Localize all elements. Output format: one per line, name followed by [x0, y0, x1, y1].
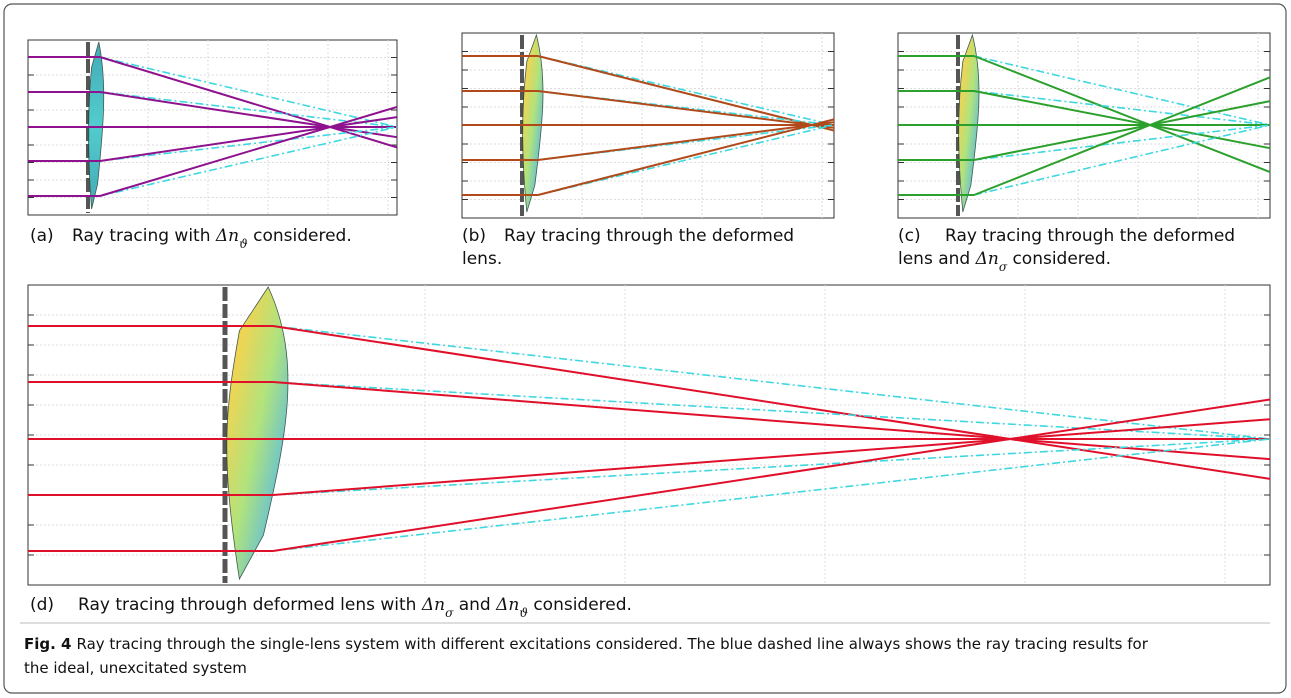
panel: (d) Ray tracing through deformed lens wit…	[28, 285, 1270, 620]
math-symbol: Δn	[215, 226, 239, 246]
panel-caption: Ray tracing through deformed lens with Δ…	[78, 595, 632, 620]
math-symbol: Δn	[421, 595, 445, 615]
panel-label: (d)	[30, 595, 54, 615]
panel-caption: Ray tracing with Δnϑ considered.	[72, 226, 352, 251]
panel-caption: Ray tracing through the deformed	[945, 226, 1235, 246]
caption-text: considered.	[528, 595, 632, 615]
caption-text: Ray tracing through the deformed	[945, 226, 1235, 246]
caption-text: Ray tracing through the deformed	[504, 226, 794, 246]
panel-label: (a)	[30, 226, 54, 246]
figure-caption-line: Fig. 4 Ray tracing through the single-len…	[24, 635, 1149, 653]
panel-caption: lens and Δnσ considered.	[898, 249, 1111, 274]
figure-caption-line: the ideal, unexcitated system	[24, 659, 247, 677]
figure-caption: Fig. 4 Ray tracing through the single-len…	[24, 635, 1149, 677]
caption-text: and	[453, 595, 496, 615]
panel-caption: lens.	[462, 249, 502, 269]
figure-caption-text: Ray tracing through the single-lens syst…	[76, 635, 1148, 653]
caption-text: lens.	[462, 249, 502, 269]
math-symbol: Δn	[495, 595, 519, 615]
figure-label: Fig. 4	[24, 635, 71, 653]
caption-text: Ray tracing through deformed lens with	[78, 595, 422, 615]
panel-label: (b)	[462, 226, 486, 246]
figure-caption-text: the ideal, unexcitated system	[24, 659, 247, 677]
caption-text: considered.	[1007, 249, 1111, 269]
panel: (c) Ray tracing through the deformed lens …	[898, 33, 1270, 274]
panel-caption: Ray tracing through the deformed	[504, 226, 794, 246]
figure: (a) Ray tracing with Δnϑ considered. (b) Ra…	[0, 0, 1291, 698]
caption-text: Ray tracing with	[72, 226, 216, 246]
panel: (a) Ray tracing with Δnϑ considered.	[28, 40, 397, 251]
panel-label: (c)	[898, 226, 921, 246]
caption-text: considered.	[248, 226, 352, 246]
math-symbol: Δn	[975, 249, 999, 269]
caption-text: lens and	[898, 249, 976, 269]
